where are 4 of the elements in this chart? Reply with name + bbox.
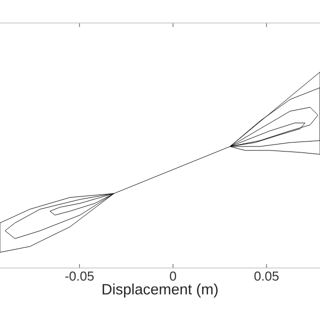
x-tick-label: 0	[170, 272, 176, 281]
x-tick-label: -0.05	[65, 272, 94, 281]
x-axis-title: Displacement (m)	[102, 284, 218, 298]
x-tick-label: 0.05	[254, 272, 279, 281]
